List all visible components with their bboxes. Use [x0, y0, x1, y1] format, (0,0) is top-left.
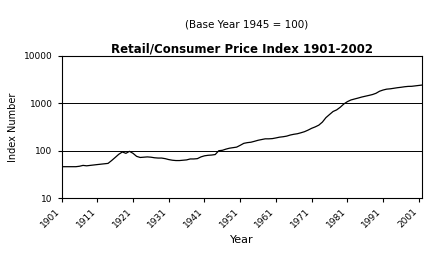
Title: Retail/Consumer Price Index 1901-2002: Retail/Consumer Price Index 1901-2002 — [111, 43, 373, 56]
X-axis label: Year: Year — [230, 235, 254, 245]
Y-axis label: Index Number: Index Number — [8, 92, 18, 162]
Text: (Base Year 1945 = 100): (Base Year 1945 = 100) — [185, 19, 308, 29]
